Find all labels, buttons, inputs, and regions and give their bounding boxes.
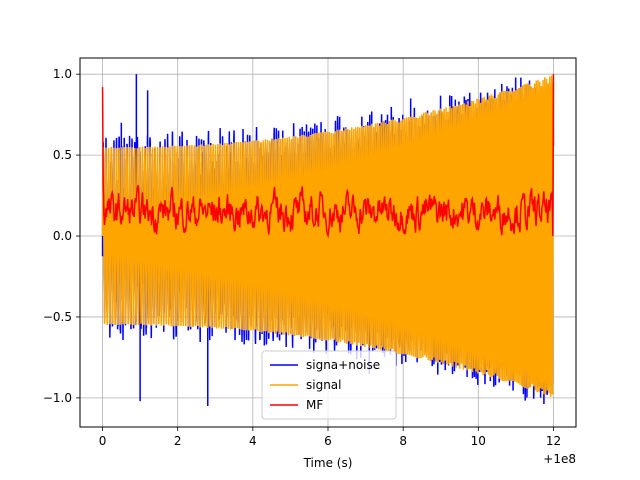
x-tick-label: 6 <box>324 434 332 448</box>
legend-label: signa+noise <box>306 358 380 372</box>
x-tick-label: 2 <box>174 434 182 448</box>
legend-box <box>261 350 397 420</box>
y-tick-label: −1.0 <box>43 391 72 405</box>
x-tick-label: 4 <box>249 434 257 448</box>
x-tick-label: 8 <box>399 434 407 448</box>
ticks-layer: 0 2 4 6 8 10 12 −1.0 −0.5 0.0 0.5 1.0 <box>43 67 561 448</box>
legend: signa+noise signal MF <box>261 350 397 420</box>
y-tick-label: 0.5 <box>53 148 72 162</box>
y-tick-label: −0.5 <box>43 310 72 324</box>
legend-label: signal <box>306 378 342 392</box>
series-layer <box>101 74 555 406</box>
x-tick-label: 0 <box>99 434 107 448</box>
x-tick-label: 12 <box>546 434 561 448</box>
legend-label: MF <box>306 398 323 412</box>
x-tick-label: 10 <box>471 434 486 448</box>
x-axis-offset-label: +1e8 <box>543 452 576 466</box>
series-line-signal <box>101 75 555 397</box>
y-tick-label: 0.0 <box>53 229 72 243</box>
series-line-mf <box>101 74 555 239</box>
y-tick-label: 1.0 <box>53 67 72 81</box>
x-axis-label: Time (s) <box>303 456 353 470</box>
